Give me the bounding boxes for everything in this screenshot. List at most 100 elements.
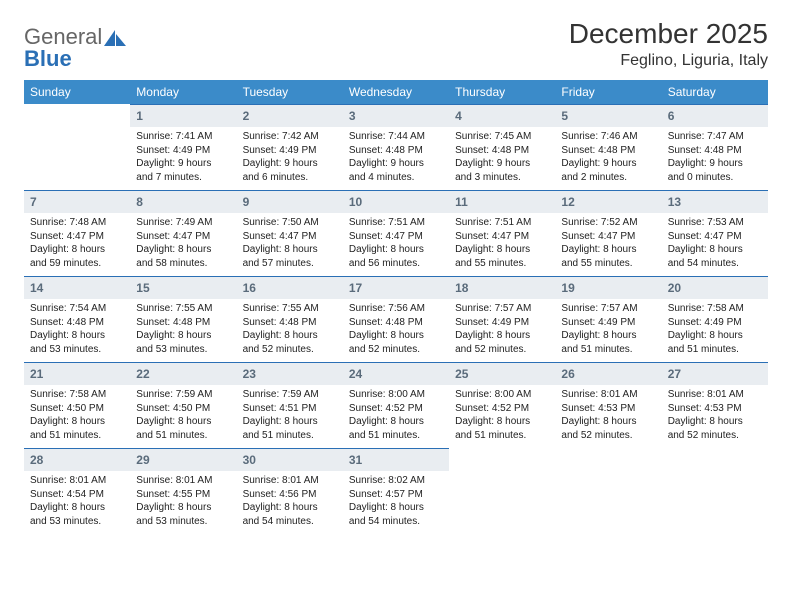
sunrise-text: Sunrise: 7:46 AM xyxy=(561,130,655,144)
daylight-text: Daylight: 8 hours and 51 minutes. xyxy=(668,329,762,356)
weekday-header: Friday xyxy=(555,80,661,104)
day-number: 17 xyxy=(343,276,449,299)
day-details: Sunrise: 8:01 AMSunset: 4:53 PMDaylight:… xyxy=(662,385,768,447)
daylight-text: Daylight: 8 hours and 51 minutes. xyxy=(561,329,655,356)
sunrise-text: Sunrise: 7:41 AM xyxy=(136,130,230,144)
sunset-text: Sunset: 4:52 PM xyxy=(455,402,549,416)
calendar-cell: 24Sunrise: 8:00 AMSunset: 4:52 PMDayligh… xyxy=(343,362,449,448)
day-details: Sunrise: 8:01 AMSunset: 4:54 PMDaylight:… xyxy=(24,471,130,533)
sunrise-text: Sunrise: 8:01 AM xyxy=(668,388,762,402)
weekday-header: Wednesday xyxy=(343,80,449,104)
sunrise-text: Sunrise: 7:55 AM xyxy=(243,302,337,316)
calendar-cell: 16Sunrise: 7:55 AMSunset: 4:48 PMDayligh… xyxy=(237,276,343,362)
daylight-text: Daylight: 8 hours and 53 minutes. xyxy=(30,501,124,528)
day-details: Sunrise: 7:58 AMSunset: 4:49 PMDaylight:… xyxy=(662,299,768,361)
calendar-cell: 28Sunrise: 8:01 AMSunset: 4:54 PMDayligh… xyxy=(24,448,130,534)
day-details: Sunrise: 7:54 AMSunset: 4:48 PMDaylight:… xyxy=(24,299,130,361)
day-number: 6 xyxy=(662,104,768,127)
calendar-cell: 19Sunrise: 7:57 AMSunset: 4:49 PMDayligh… xyxy=(555,276,661,362)
calendar-cell: 13Sunrise: 7:53 AMSunset: 4:47 PMDayligh… xyxy=(662,190,768,276)
daylight-text: Daylight: 8 hours and 54 minutes. xyxy=(243,501,337,528)
sunrise-text: Sunrise: 7:55 AM xyxy=(136,302,230,316)
daylight-text: Daylight: 8 hours and 52 minutes. xyxy=(455,329,549,356)
calendar-cell: 22Sunrise: 7:59 AMSunset: 4:50 PMDayligh… xyxy=(130,362,236,448)
day-number: 19 xyxy=(555,276,661,299)
sunrise-text: Sunrise: 7:48 AM xyxy=(30,216,124,230)
day-number: 21 xyxy=(24,362,130,385)
day-number: 15 xyxy=(130,276,236,299)
day-number: 5 xyxy=(555,104,661,127)
sunset-text: Sunset: 4:47 PM xyxy=(455,230,549,244)
sunset-text: Sunset: 4:56 PM xyxy=(243,488,337,502)
day-number: 26 xyxy=(555,362,661,385)
sunset-text: Sunset: 4:48 PM xyxy=(349,144,443,158)
calendar-table: SundayMondayTuesdayWednesdayThursdayFrid… xyxy=(24,80,768,534)
sunrise-text: Sunrise: 7:54 AM xyxy=(30,302,124,316)
sunrise-text: Sunrise: 7:59 AM xyxy=(243,388,337,402)
daylight-text: Daylight: 8 hours and 53 minutes. xyxy=(136,329,230,356)
sunset-text: Sunset: 4:57 PM xyxy=(349,488,443,502)
day-details: Sunrise: 7:55 AMSunset: 4:48 PMDaylight:… xyxy=(237,299,343,361)
sunset-text: Sunset: 4:48 PM xyxy=(243,316,337,330)
sunset-text: Sunset: 4:47 PM xyxy=(668,230,762,244)
location-text: Feglino, Liguria, Italy xyxy=(569,52,768,70)
daylight-text: Daylight: 8 hours and 55 minutes. xyxy=(455,243,549,270)
day-number: 28 xyxy=(24,448,130,471)
sunrise-text: Sunrise: 7:47 AM xyxy=(668,130,762,144)
sunset-text: Sunset: 4:49 PM xyxy=(668,316,762,330)
day-details: Sunrise: 7:42 AMSunset: 4:49 PMDaylight:… xyxy=(237,127,343,189)
day-details: Sunrise: 7:56 AMSunset: 4:48 PMDaylight:… xyxy=(343,299,449,361)
sunrise-text: Sunrise: 8:00 AM xyxy=(455,388,549,402)
title-block: December 2025 Feglino, Liguria, Italy xyxy=(569,18,768,70)
calendar-cell: 4Sunrise: 7:45 AMSunset: 4:48 PMDaylight… xyxy=(449,104,555,190)
calendar-cell: 7Sunrise: 7:48 AMSunset: 4:47 PMDaylight… xyxy=(24,190,130,276)
sunrise-text: Sunrise: 7:57 AM xyxy=(455,302,549,316)
calendar-cell: 26Sunrise: 8:01 AMSunset: 4:53 PMDayligh… xyxy=(555,362,661,448)
sunrise-text: Sunrise: 8:01 AM xyxy=(561,388,655,402)
sunrise-text: Sunrise: 8:01 AM xyxy=(136,474,230,488)
day-details: Sunrise: 7:57 AMSunset: 4:49 PMDaylight:… xyxy=(555,299,661,361)
calendar-cell: 23Sunrise: 7:59 AMSunset: 4:51 PMDayligh… xyxy=(237,362,343,448)
sunrise-text: Sunrise: 7:44 AM xyxy=(349,130,443,144)
daylight-text: Daylight: 9 hours and 6 minutes. xyxy=(243,157,337,184)
day-number: 10 xyxy=(343,190,449,213)
weekday-header: Monday xyxy=(130,80,236,104)
sunrise-text: Sunrise: 7:51 AM xyxy=(349,216,443,230)
calendar-body: 1Sunrise: 7:41 AMSunset: 4:49 PMDaylight… xyxy=(24,104,768,534)
logo-text-1: General xyxy=(24,26,102,48)
day-number: 3 xyxy=(343,104,449,127)
sunrise-text: Sunrise: 7:58 AM xyxy=(668,302,762,316)
page-title: December 2025 xyxy=(569,18,768,50)
sunset-text: Sunset: 4:54 PM xyxy=(30,488,124,502)
logo-text-2: Blue xyxy=(24,48,126,70)
sunset-text: Sunset: 4:49 PM xyxy=(243,144,337,158)
day-details: Sunrise: 8:01 AMSunset: 4:55 PMDaylight:… xyxy=(130,471,236,533)
day-number: 11 xyxy=(449,190,555,213)
weekday-header: Sunday xyxy=(24,80,130,104)
day-details: Sunrise: 7:53 AMSunset: 4:47 PMDaylight:… xyxy=(662,213,768,275)
day-details: Sunrise: 7:51 AMSunset: 4:47 PMDaylight:… xyxy=(343,213,449,275)
daylight-text: Daylight: 9 hours and 7 minutes. xyxy=(136,157,230,184)
day-details: Sunrise: 7:57 AMSunset: 4:49 PMDaylight:… xyxy=(449,299,555,361)
sunset-text: Sunset: 4:48 PM xyxy=(561,144,655,158)
day-number: 9 xyxy=(237,190,343,213)
day-number: 23 xyxy=(237,362,343,385)
day-details: Sunrise: 7:46 AMSunset: 4:48 PMDaylight:… xyxy=(555,127,661,189)
weekday-header: Thursday xyxy=(449,80,555,104)
day-number: 18 xyxy=(449,276,555,299)
calendar-cell: 1Sunrise: 7:41 AMSunset: 4:49 PMDaylight… xyxy=(130,104,236,190)
sunrise-text: Sunrise: 7:58 AM xyxy=(30,388,124,402)
daylight-text: Daylight: 8 hours and 51 minutes. xyxy=(455,415,549,442)
sunrise-text: Sunrise: 7:42 AM xyxy=(243,130,337,144)
calendar-cell: 20Sunrise: 7:58 AMSunset: 4:49 PMDayligh… xyxy=(662,276,768,362)
calendar-page: GeneralBlue December 2025 Feglino, Ligur… xyxy=(0,0,792,534)
daylight-text: Daylight: 8 hours and 53 minutes. xyxy=(136,501,230,528)
day-number: 27 xyxy=(662,362,768,385)
calendar-cell: 25Sunrise: 8:00 AMSunset: 4:52 PMDayligh… xyxy=(449,362,555,448)
day-number: 13 xyxy=(662,190,768,213)
calendar-cell: 30Sunrise: 8:01 AMSunset: 4:56 PMDayligh… xyxy=(237,448,343,534)
daylight-text: Daylight: 8 hours and 54 minutes. xyxy=(349,501,443,528)
sunset-text: Sunset: 4:47 PM xyxy=(349,230,443,244)
sunset-text: Sunset: 4:49 PM xyxy=(455,316,549,330)
daylight-text: Daylight: 8 hours and 53 minutes. xyxy=(30,329,124,356)
